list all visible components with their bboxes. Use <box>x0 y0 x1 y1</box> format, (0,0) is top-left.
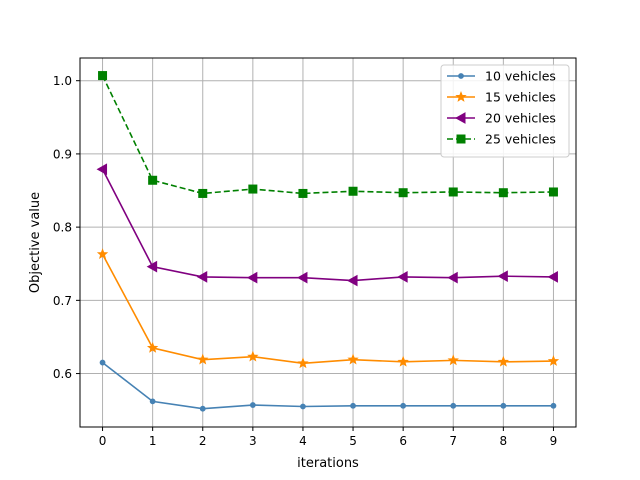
legend-item: 25 vehicles <box>447 132 556 147</box>
legend-label: 20 vehicles <box>485 111 556 126</box>
data-point <box>500 402 507 409</box>
data-point <box>547 355 560 366</box>
y-axis-label: Objective value <box>28 192 43 293</box>
x-tick-label: 1 <box>149 434 157 448</box>
data-point <box>248 184 258 194</box>
y-axis-ticks: 0.6 0.7 0.8 0.9 1.0 <box>53 74 80 381</box>
data-point <box>298 188 308 198</box>
data-point <box>146 260 158 273</box>
series-line <box>101 253 554 365</box>
data-point <box>196 271 208 283</box>
data-point <box>497 355 510 367</box>
series-line <box>101 75 554 195</box>
legend-label: 15 vehicles <box>485 90 556 105</box>
x-axis-ticks: 0 1 2 3 4 5 6 7 8 9 <box>99 427 558 448</box>
data-point <box>300 403 306 410</box>
data-point <box>99 359 106 366</box>
x-tick-label: 5 <box>349 434 357 448</box>
data-point <box>548 187 558 197</box>
legend-item: 10 vehicles <box>447 69 556 84</box>
x-tick-label: 6 <box>399 434 407 448</box>
data-point <box>547 271 558 283</box>
legend-marker <box>456 134 466 144</box>
data-point <box>497 270 508 283</box>
data-point <box>448 187 458 197</box>
legend-marker <box>458 73 464 79</box>
data-point <box>198 188 208 198</box>
data-point <box>450 402 457 409</box>
x-tick-label: 0 <box>99 434 107 448</box>
legend-item: 20 vehicles <box>447 111 556 126</box>
data-point <box>96 163 108 176</box>
x-tick-label: 4 <box>299 434 307 448</box>
data-point <box>249 402 256 408</box>
legend-label: 10 vehicles <box>485 69 556 84</box>
x-tick-label: 2 <box>199 434 207 448</box>
legend-label: 25 vehicles <box>485 132 556 147</box>
y-tick-label: 0.8 <box>53 221 72 235</box>
series-3 <box>96 163 558 287</box>
data-point <box>350 402 356 409</box>
data-point <box>550 402 557 409</box>
x-tick-label: 7 <box>449 434 457 448</box>
data-point <box>447 354 459 366</box>
series-4 <box>98 71 558 198</box>
data-point <box>348 186 358 196</box>
data-point <box>397 271 408 283</box>
legend-marker <box>455 91 467 102</box>
data-point <box>297 357 309 369</box>
data-point <box>397 355 409 367</box>
data-point <box>398 188 408 198</box>
x-tick-label: 8 <box>500 434 508 448</box>
x-axis-label: iterations <box>297 456 359 471</box>
data-point <box>347 353 359 365</box>
plot-frame <box>79 57 577 428</box>
legend: 10 vehicles 15 vehicles 20 vehicles 25 vehi… <box>440 64 570 158</box>
data-point <box>146 341 159 353</box>
data-point <box>199 405 206 412</box>
series-line <box>102 361 554 410</box>
series-layer <box>96 71 560 412</box>
data-point <box>246 271 258 284</box>
series-2 <box>96 248 560 369</box>
series-1 <box>99 359 557 412</box>
y-tick-label: 1.0 <box>53 74 72 88</box>
data-point <box>447 271 458 284</box>
data-point <box>498 188 508 198</box>
x-tick-label: 3 <box>249 434 257 448</box>
data-point <box>148 175 158 185</box>
legend-item: 15 vehicles <box>447 90 556 105</box>
data-point <box>247 350 259 362</box>
y-tick-label: 0.9 <box>53 147 72 161</box>
x-tick-label: 9 <box>550 434 558 448</box>
data-point <box>347 274 358 287</box>
y-tick-label: 0.6 <box>53 367 72 381</box>
legend-box <box>440 64 570 158</box>
data-point <box>197 353 209 365</box>
data-point <box>400 402 407 409</box>
legend-marker <box>454 112 466 124</box>
series-line <box>101 168 554 282</box>
data-point <box>149 398 156 405</box>
data-point <box>96 248 109 260</box>
y-tick-label: 0.7 <box>53 294 72 308</box>
data-point <box>296 271 308 284</box>
data-point <box>98 71 108 81</box>
